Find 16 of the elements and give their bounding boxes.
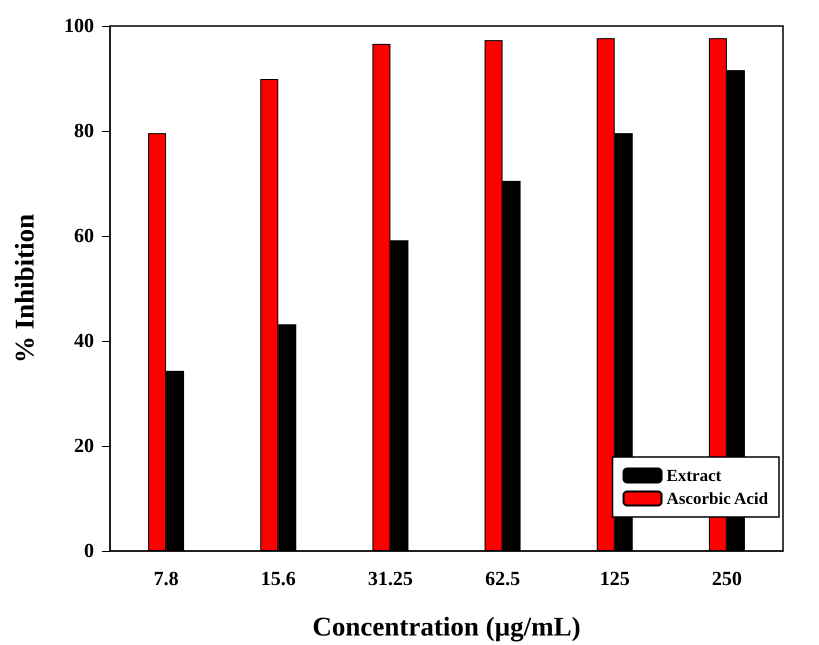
y-tick-label: 60 — [74, 225, 94, 247]
y-axis-title: % Inhibition — [10, 214, 40, 364]
x-tick-label: 31.25 — [368, 568, 413, 590]
legend-label: Ascorbic Acid — [666, 489, 769, 508]
x-tick-label: 62.5 — [485, 568, 520, 590]
x-tick-label: 15.6 — [260, 568, 296, 590]
x-tick-label: 7.8 — [154, 568, 179, 590]
y-tick-label: 80 — [74, 120, 94, 142]
legend-label: Extract — [666, 466, 722, 485]
x-tick-label: 125 — [600, 568, 630, 590]
y-tick-label: 40 — [74, 330, 94, 352]
y-tick-label: 100 — [64, 15, 94, 37]
x-axis-title: Concentration (µg/mL) — [312, 612, 581, 642]
y-tick-label: 0 — [84, 540, 94, 562]
y-tick-label: 20 — [74, 435, 94, 457]
x-tick-label: 250 — [712, 568, 742, 590]
